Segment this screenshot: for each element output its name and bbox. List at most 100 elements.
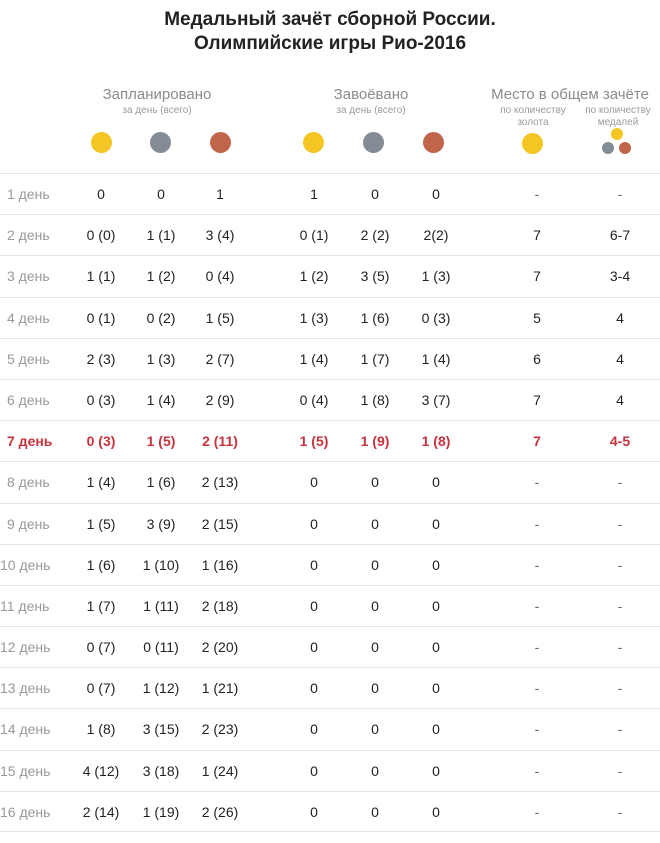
gold-medal-icon [611, 128, 623, 140]
gold-place-cell: 5 [533, 309, 541, 326]
day-label: 5 день [7, 350, 50, 367]
bronze-medal-icon [619, 142, 631, 154]
won-bronze-cell: 1 (8) [421, 433, 451, 450]
won-bronze-cell: 0 [432, 762, 440, 779]
gold-place-cell: - [534, 556, 540, 573]
day-label: 12 день [0, 639, 51, 656]
planned-gold-cell: 0 (1) [86, 309, 116, 326]
won-gold-cell: 0 [310, 680, 318, 697]
won-gold-cell: 0 [310, 639, 318, 656]
table-row: 12 день 0 (7) 0 (11) 2 (20) 0 0 0 - - [0, 626, 660, 667]
planned-silver-cell: 3 (15) [142, 721, 180, 738]
day-label: 1 день [7, 186, 50, 202]
planned-bronze-cell: 2 (26) [201, 803, 239, 820]
won-gold-cell: 1 (5) [299, 433, 329, 450]
planned-bronze-cell: 2 (20) [201, 639, 239, 656]
won-silver-cell: 1 (6) [360, 309, 390, 326]
table-row: 6 день 0 (3) 1 (4) 2 (9) 0 (4) 1 (8) 3 (7) 7 4 [0, 378, 660, 420]
medal-place-cell: - [617, 515, 623, 532]
planned-silver-cell: 1 (2) [146, 268, 176, 285]
gold-place-cell: 7 [533, 268, 541, 285]
day-label: 9 день [7, 515, 50, 532]
won-bronze-cell: 3 (7) [421, 391, 451, 408]
table-row: 8 день 1 (4) 1 (6) 2 (13) 0 0 0 - - [0, 461, 660, 502]
planned-header: Запланировано [102, 86, 212, 103]
won-bronze-cell: 0 [432, 721, 440, 738]
planned-bronze-cell: 1 (24) [201, 762, 239, 779]
table-row: 15 день 4 (12) 3 (18) 1 (24) 0 0 0 - - [0, 749, 660, 791]
gold-medal-icon [303, 132, 324, 153]
silver-medal-icon [363, 132, 384, 153]
planned-silver-cell: 3 (18) [142, 762, 180, 779]
table-row: 9 день 1 (5) 3 (9) 2 (15) 0 0 0 - - [0, 502, 660, 544]
planned-gold-cell: 2 (3) [86, 350, 116, 367]
medal-place-cell: - [617, 597, 623, 614]
won-silver-cell: 0 [371, 680, 379, 697]
gold-medal-icon [522, 133, 543, 154]
won-silver-cell: 0 [371, 597, 379, 614]
planned-bronze-cell: 2 (7) [205, 350, 235, 367]
won-subheader: за день (всего) [336, 105, 406, 116]
gold-place-cell: - [534, 597, 540, 614]
medal-place-cell: - [617, 803, 623, 820]
page-title: Медальный зачёт сборной России. [164, 9, 496, 30]
won-silver-cell: 0 [371, 556, 379, 573]
planned-bronze-cell: 2 (23) [201, 721, 239, 738]
planned-silver-cell: 1 (1) [146, 227, 176, 244]
won-gold-cell: 0 [310, 803, 318, 820]
won-bronze-cell: 0 [432, 680, 440, 697]
planned-silver-cell: 1 (10) [142, 556, 180, 573]
planned-bronze-cell: 3 (4) [205, 227, 235, 244]
won-gold-cell: 1 (3) [299, 309, 329, 326]
planned-silver-cell: 3 (9) [146, 515, 176, 532]
planned-gold-cell: 2 (14) [82, 803, 120, 820]
place-medals-subheader-1: по количеству [585, 105, 651, 116]
medal-place-cell: - [617, 474, 623, 491]
won-silver-cell: 0 [371, 721, 379, 738]
gold-place-cell: 7 [533, 391, 541, 408]
day-label: 2 день [7, 227, 50, 244]
gold-place-cell: - [534, 639, 540, 656]
gold-medal-icon [91, 132, 112, 153]
table-row: 7 день 0 (3) 1 (5) 2 (11) 1 (5) 1 (9) 1 (8) 7 4-… [0, 420, 660, 461]
day-label: 16 день [0, 803, 51, 820]
planned-gold-cell: 4 (12) [82, 762, 120, 779]
won-gold-cell: 1 (4) [299, 350, 329, 367]
place-gold-subheader-2: золота [517, 117, 549, 128]
planned-silver-cell: 0 (11) [143, 639, 179, 656]
planned-bronze-cell: 1 (5) [205, 309, 235, 326]
planned-gold-cell: 0 (7) [86, 680, 116, 697]
planned-silver-cell: 1 (4) [146, 391, 176, 408]
gold-place-cell: 7 [533, 433, 541, 450]
day-label: 8 день [7, 474, 50, 491]
medal-place-cell: 4-5 [609, 433, 631, 450]
won-silver-cell: 0 [371, 474, 379, 491]
gold-place-cell: - [534, 762, 540, 779]
won-header: Завоёвано [333, 86, 409, 103]
planned-gold-cell: 1 (6) [86, 556, 116, 573]
medal-place-cell: 3-4 [609, 268, 631, 285]
planned-gold-cell: 1 (8) [86, 721, 116, 738]
won-bronze-cell: 0 [432, 186, 440, 202]
bronze-medal-icon [423, 132, 444, 153]
gold-place-cell: - [534, 474, 540, 491]
silver-medal-icon [602, 142, 614, 154]
planned-bronze-cell: 1 (21) [201, 680, 239, 697]
medal-place-cell: 4 [616, 391, 624, 408]
won-bronze-cell: 0 [432, 597, 440, 614]
planned-gold-cell: 1 (5) [86, 515, 116, 532]
day-label: 14 день [0, 721, 51, 738]
planned-bronze-cell: 2 (9) [205, 391, 235, 408]
won-bronze-cell: 0 [432, 515, 440, 532]
won-bronze-cell: 0 [432, 803, 440, 820]
gold-place-cell: 7 [533, 227, 541, 244]
day-label: 13 день [0, 680, 51, 697]
planned-gold-cell: 0 (3) [86, 433, 116, 450]
won-gold-cell: 0 [310, 597, 318, 614]
planned-gold-cell: 1 (4) [86, 474, 116, 491]
planned-bronze-cell: 2 (15) [201, 515, 239, 532]
medal-place-cell: 6-7 [609, 227, 631, 244]
day-label: 3 день [7, 268, 50, 285]
planned-silver-cell: 1 (3) [146, 350, 176, 367]
won-bronze-cell: 0 (3) [421, 309, 451, 326]
